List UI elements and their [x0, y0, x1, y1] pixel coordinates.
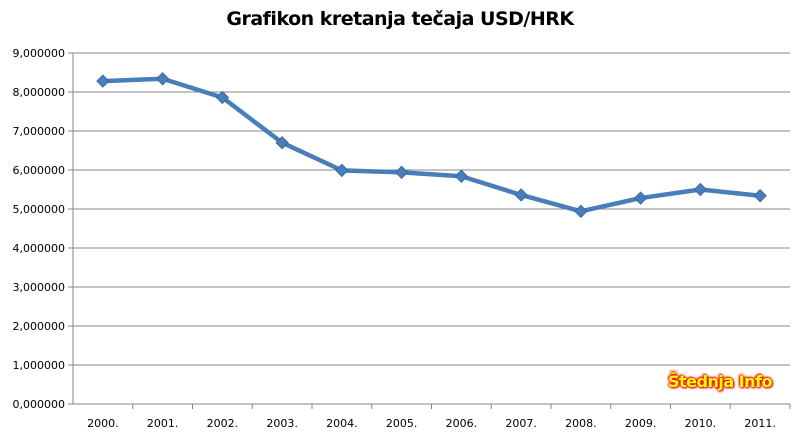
x-tick-label: 2006. [446, 417, 478, 430]
data-point-marker [96, 74, 110, 88]
series-line [102, 76, 761, 214]
y-tick-label: 2,000000 [13, 320, 66, 333]
x-tick-label: 2004. [326, 417, 358, 430]
y-tick-label: 7,000000 [13, 125, 66, 138]
data-point-marker [574, 204, 588, 219]
x-tick-label: 2009. [625, 417, 657, 430]
y-tick-label: 4,000000 [13, 242, 66, 255]
data-point-marker [454, 169, 469, 183]
y-tick-label: 5,000000 [13, 203, 66, 216]
y-tick-label: 9,000000 [13, 47, 66, 60]
x-tick-label: 2011. [744, 417, 776, 430]
y-tick-label: 8,000000 [13, 86, 66, 99]
chart-title: Grafikon kretanja tečaja USD/HRK [226, 8, 574, 30]
x-tick-label: 2003. [266, 417, 298, 430]
data-point-marker [514, 188, 528, 202]
y-tick-label: 3,000000 [13, 281, 66, 294]
y-tick-label: 6,000000 [13, 164, 66, 177]
x-tick-label: 2000. [87, 417, 119, 430]
x-tick-label: 2002. [207, 417, 239, 430]
data-point-marker [633, 191, 648, 205]
x-tick-label: 2007. [505, 417, 537, 430]
x-tick-label: 2010. [685, 417, 717, 430]
watermark-logo: Štednja Info [668, 372, 773, 391]
data-point-marker [275, 135, 289, 150]
data-point-marker [335, 163, 349, 178]
x-tick-label: 2008. [565, 417, 597, 430]
x-tick-label: 2001. [147, 417, 179, 430]
x-tick-label: 2005. [386, 417, 418, 430]
data-point-marker [693, 182, 708, 197]
data-point-marker [155, 72, 170, 86]
data-point-marker [394, 165, 409, 180]
data-point-marker [753, 189, 767, 203]
y-tick-label: 0,000000 [13, 398, 66, 411]
data-point-marker [215, 90, 230, 105]
y-tick-label: 1,000000 [13, 359, 66, 372]
